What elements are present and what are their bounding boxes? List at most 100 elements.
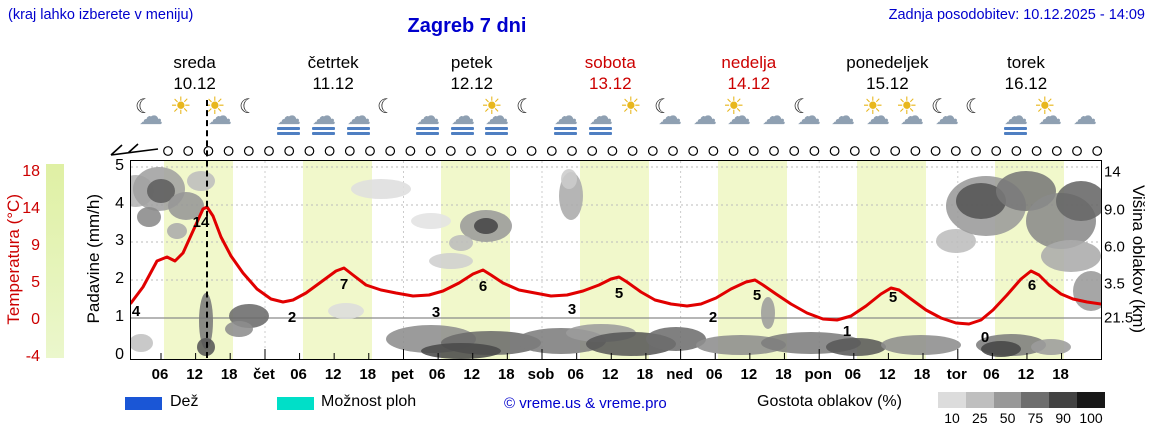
fog-icon: ☁ — [999, 98, 1033, 142]
cloud-density-blob — [1073, 271, 1101, 311]
icon-part: ☁ — [658, 103, 682, 130]
day-abbrev-label: pon — [804, 366, 832, 383]
calm-wind-icon — [1092, 146, 1103, 156]
icon-part: ☁ — [1004, 103, 1028, 130]
hour-label: 12 — [879, 366, 896, 383]
precip-tick: 4 — [115, 194, 124, 212]
calm-wind-icon — [587, 146, 598, 156]
calm-wind-icon — [466, 146, 476, 156]
sun-icon: ☀ — [619, 93, 653, 142]
calm-wind-icon — [506, 146, 517, 156]
icon-part: ☀ — [481, 93, 503, 120]
icon-part: ☀ — [1034, 93, 1056, 120]
hour-label: 18 — [775, 366, 792, 383]
day-abbrev-label: pet — [391, 366, 414, 383]
moon-cloud-icon: ☾ ☁ — [134, 96, 168, 142]
hour-label: 12 — [1017, 366, 1035, 383]
icon-part — [485, 132, 508, 135]
icon-part: ☀ — [204, 93, 226, 120]
cloud-sun-icon: ☀ ☁ — [722, 95, 756, 142]
icon-part: ☁ — [866, 103, 890, 130]
calm-wind-icon — [1011, 146, 1022, 156]
calm-wind-icon — [728, 146, 739, 156]
current-time-line — [206, 100, 208, 358]
calm-wind-icon — [890, 146, 901, 156]
calm-wind-icon — [910, 146, 921, 156]
icon-part: ☁ — [831, 103, 855, 130]
day-header: ponedeljek 15.12 — [846, 52, 928, 94]
cloud-icon: ☁ — [757, 98, 791, 142]
density-tick-label: 50 — [999, 410, 1016, 426]
icon-part: ☾ — [135, 96, 153, 118]
day-date: 11.12 — [312, 74, 354, 93]
cloud-height-axis-ticks: 14 9.0 6.0 3.5 21.5 — [1104, 0, 1148, 443]
sun-cloud-icon: ☀ ☁ — [895, 95, 929, 142]
density-segment — [993, 392, 1022, 408]
chart-plot-area: 4 14 2 7 3 6 3 5 2 5 1 5 0 6 — [130, 160, 1102, 360]
temperature-value-label: 2 — [288, 309, 296, 326]
icon-part — [277, 132, 300, 135]
cloud-icon: ☁ — [688, 98, 722, 142]
calm-wind-icon — [991, 146, 1002, 156]
hour-label: 06 — [428, 366, 446, 383]
cloud-density-blob — [187, 171, 215, 191]
last-updated: Zadnja posodobitev: 10.12.2025 - 14:09 — [888, 7, 1145, 23]
calm-wind-icon — [769, 146, 779, 156]
cloud-density-blob — [1031, 339, 1071, 355]
density-tick-label: 10 — [944, 410, 960, 426]
precip-tick: 3 — [115, 232, 124, 250]
temperature-curve — [131, 205, 1101, 326]
icon-part — [451, 127, 474, 130]
moon-icon: ☾ — [238, 97, 272, 142]
day-header: sreda 10.12 — [173, 52, 216, 94]
temperature-tick: 14 — [22, 199, 40, 217]
hour-label: 06 — [151, 366, 169, 383]
calm-wind-icon — [708, 146, 719, 156]
temperature-value-label: 3 — [568, 301, 576, 318]
hour-label: 12 — [740, 366, 758, 383]
showers-legend-label: Možnost ploh — [321, 393, 417, 410]
cloud-density-blob — [936, 229, 976, 253]
icon-part: ☾ — [654, 96, 672, 118]
temperature-value-label: 14 — [193, 214, 210, 231]
icon-part: ☀ — [620, 93, 642, 120]
temperature-value-label: 2 — [709, 309, 717, 326]
rain-legend-label: Dež — [170, 393, 199, 410]
cloud-density-blob — [429, 253, 473, 269]
cloud-density-blob — [167, 223, 187, 239]
cloud-density-blob — [761, 297, 775, 329]
cloud-height-axis-label-text: Višina oblakov (km) — [1129, 184, 1148, 334]
showers-legend-swatch — [277, 397, 314, 410]
density-tick-label: 100 — [1079, 410, 1103, 426]
temperature-value-label: 1 — [843, 323, 851, 340]
cloud-height-tick: 3.5 — [1104, 275, 1125, 293]
cloud-density-legend-label: Gostota oblakov (%) — [757, 393, 902, 410]
day-header: torek 16.12 — [1005, 52, 1048, 94]
calm-wind-icon — [829, 146, 840, 156]
icon-part: ☾ — [377, 96, 395, 118]
icon-part — [451, 132, 474, 135]
icon-part: ☁ — [762, 103, 786, 130]
temperature-value-label: 5 — [615, 285, 623, 302]
icon-part — [347, 132, 370, 135]
day-header: nedelja 14.12 — [721, 52, 776, 94]
icon-part: ☾ — [965, 96, 983, 118]
wind-barb-icon — [110, 143, 159, 156]
copyright-link[interactable]: © vreme.us & vreme.pro — [504, 395, 667, 412]
cloud-height-tick: 9.0 — [1104, 201, 1125, 219]
cloud-density-blob — [956, 183, 1006, 219]
day-date: 15.12 — [866, 74, 909, 93]
cloud-height-tick: 14 — [1104, 163, 1121, 181]
density-tick-label: 90 — [1055, 410, 1071, 426]
rain-legend-swatch — [125, 397, 162, 410]
icon-part — [554, 127, 577, 130]
density-segment — [965, 392, 994, 408]
hour-label: 12 — [186, 366, 203, 383]
calm-wind-icon — [405, 146, 416, 156]
temperature-tick: 0 — [31, 310, 40, 328]
icon-part: ☁ — [727, 103, 751, 130]
icon-part — [347, 127, 370, 130]
precip-tick: 2 — [115, 270, 124, 288]
sun-cloud-icon: ☀ ☁ — [1033, 93, 1067, 142]
